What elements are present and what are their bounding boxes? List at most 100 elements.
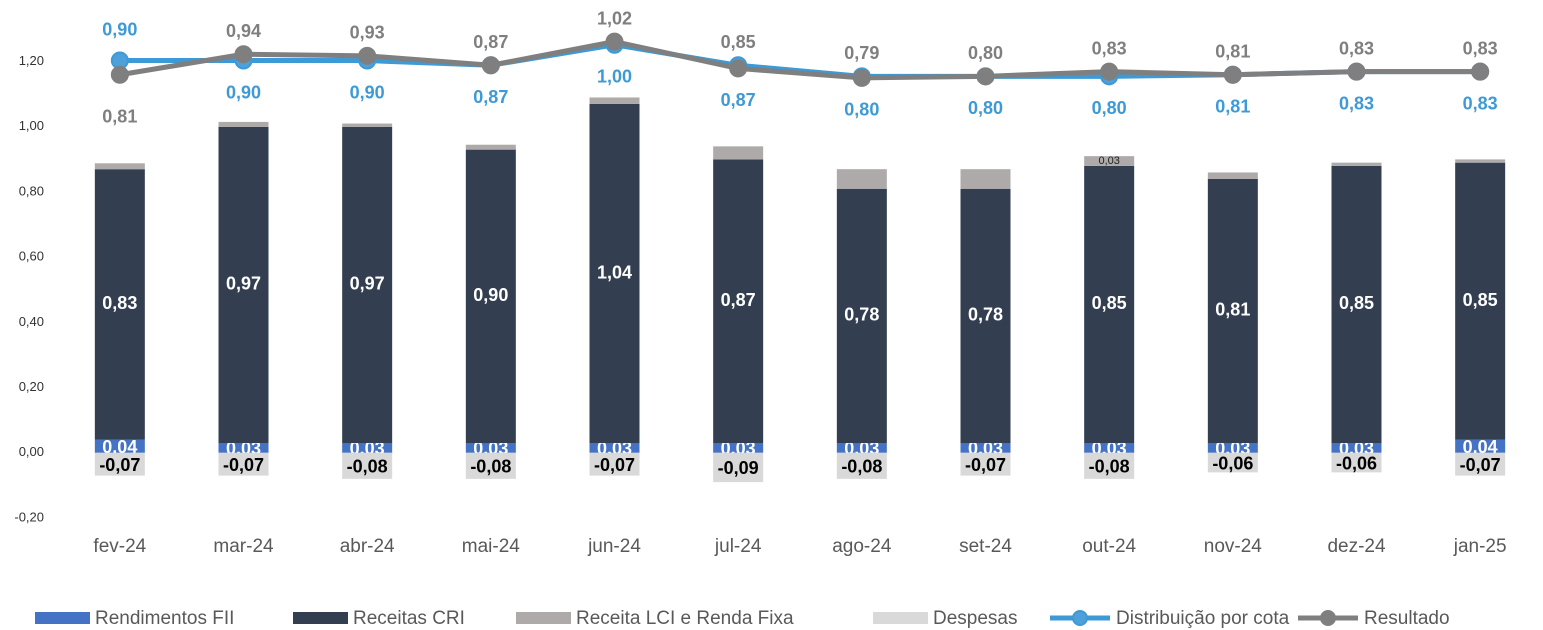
bar-segment xyxy=(836,452,887,479)
data-label: 0,04 xyxy=(102,437,137,457)
bar-segment xyxy=(589,97,640,104)
bar-segment xyxy=(713,443,764,453)
legend-swatch xyxy=(516,612,571,624)
data-label: -0,07 xyxy=(223,455,264,475)
data-label: 0,83 xyxy=(1463,38,1498,58)
x-tick-label: mar-24 xyxy=(213,536,274,557)
bar-segment xyxy=(218,452,269,476)
data-label: 0,03 xyxy=(1098,155,1119,167)
bar-segment xyxy=(1084,452,1135,479)
bar-segment xyxy=(94,163,145,170)
data-label: 1,00 xyxy=(597,67,632,87)
bar-segment xyxy=(1331,162,1382,166)
data-label: -0,08 xyxy=(470,457,511,477)
line-marker xyxy=(1223,65,1242,84)
data-label: 0,83 xyxy=(1339,38,1374,58)
data-label: 0,83 xyxy=(1463,93,1498,113)
data-label: 0,81 xyxy=(1215,300,1250,320)
bar-segment xyxy=(1207,452,1258,473)
line-marker xyxy=(481,56,500,75)
line-marker xyxy=(110,65,129,84)
bar-segment xyxy=(342,443,393,453)
bar-segment xyxy=(465,443,516,453)
y-tick-label: 1,20 xyxy=(19,53,44,68)
bar-segment xyxy=(218,126,269,444)
data-label: 0,04 xyxy=(1463,437,1498,457)
data-label: 0,85 xyxy=(721,32,756,52)
data-label: 0,83 xyxy=(1092,38,1127,58)
line-marker xyxy=(234,45,253,64)
data-label: -0,09 xyxy=(718,458,759,478)
data-label: 0,87 xyxy=(721,90,756,110)
bar-segment xyxy=(94,169,145,440)
data-label: 0,81 xyxy=(102,106,137,126)
bar-segment xyxy=(465,144,516,150)
data-label: -0,07 xyxy=(99,455,140,475)
y-tick-label: 0,00 xyxy=(19,444,44,459)
bar-segment xyxy=(1207,172,1258,179)
data-label: 0,87 xyxy=(721,290,756,310)
data-label: 0,97 xyxy=(226,274,261,294)
bar-segment xyxy=(218,443,269,453)
y-tick-label: 0,80 xyxy=(19,183,44,198)
bar-segment xyxy=(589,103,640,444)
x-tick-label: jul-24 xyxy=(714,536,762,557)
bar-segment xyxy=(465,452,516,479)
data-label: 0,90 xyxy=(226,82,261,102)
data-label: -0,08 xyxy=(347,457,388,477)
bar-segment xyxy=(1455,162,1506,440)
data-label: 0,80 xyxy=(844,100,879,120)
line-marker xyxy=(852,68,871,87)
line-marker xyxy=(1100,62,1119,81)
bar-segment xyxy=(1455,452,1506,476)
bar-segment xyxy=(342,126,393,444)
legend-swatch xyxy=(873,612,928,624)
bar-segment xyxy=(836,188,887,444)
data-label: 0,97 xyxy=(350,274,385,294)
bar-segment xyxy=(1084,165,1135,444)
legend-marker xyxy=(1320,610,1336,626)
bar-segment xyxy=(342,123,393,127)
data-label: 0,83 xyxy=(102,293,137,313)
y-tick-label: 0,20 xyxy=(19,379,44,394)
data-label: 0,78 xyxy=(968,305,1003,325)
x-tick-label: abr-24 xyxy=(340,536,395,557)
data-label: -0,07 xyxy=(965,455,1006,475)
data-label: 0,93 xyxy=(350,23,385,43)
legend-label: Receitas CRI xyxy=(353,608,465,629)
data-label: 0,78 xyxy=(844,305,879,325)
legend-label: Resultado xyxy=(1364,608,1450,629)
bar-segment xyxy=(713,159,764,444)
data-label: 0,81 xyxy=(1215,96,1250,116)
bar-segment xyxy=(713,452,764,483)
bar-segment xyxy=(713,146,764,160)
bar-segment xyxy=(94,452,145,476)
data-label: 0,85 xyxy=(1463,290,1498,310)
data-label: 0,90 xyxy=(102,19,137,39)
bar-segment xyxy=(465,149,516,444)
data-label: 0,87 xyxy=(473,87,508,107)
bar-segment xyxy=(1331,165,1382,444)
legend-label: Receita LCI e Renda Fixa xyxy=(576,608,794,629)
data-label: -0,07 xyxy=(1460,455,1501,475)
data-label: 0,94 xyxy=(226,21,261,41)
bar-segment xyxy=(1084,443,1135,453)
data-label: 0,85 xyxy=(1339,293,1374,313)
data-label: 0,81 xyxy=(1215,41,1250,61)
data-label: 0,90 xyxy=(350,82,385,102)
bar-segment xyxy=(1331,443,1382,453)
data-label: 0,79 xyxy=(844,43,879,63)
bar-segment xyxy=(1455,439,1506,453)
y-tick-label: -0,20 xyxy=(14,509,44,524)
legend-label: Distribuição por cota xyxy=(1116,608,1290,629)
line-marker xyxy=(976,67,995,86)
bar-segment xyxy=(836,169,887,189)
legend-label: Rendimentos FII xyxy=(95,608,234,629)
line-marker xyxy=(358,46,377,65)
bar-segment xyxy=(589,452,640,476)
y-tick-label: 0,40 xyxy=(19,314,44,329)
bar-segment xyxy=(960,169,1011,189)
bar-segment xyxy=(1331,452,1382,473)
line-marker xyxy=(605,32,624,51)
data-label: -0,06 xyxy=(1212,453,1253,473)
